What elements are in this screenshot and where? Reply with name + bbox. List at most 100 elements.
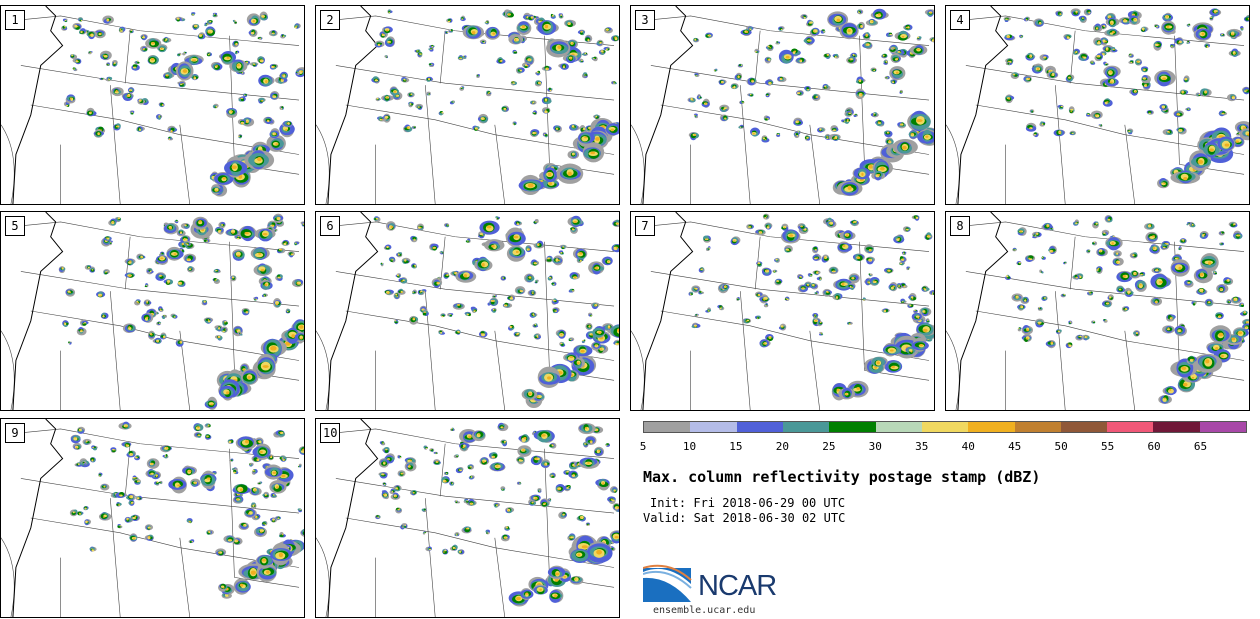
reflectivity-cell xyxy=(69,292,72,294)
reflectivity-cell xyxy=(176,17,180,20)
reflectivity-cell xyxy=(613,82,615,84)
reflectivity-cell xyxy=(814,315,816,317)
reflectivity-cell xyxy=(815,249,817,251)
reflectivity-cell xyxy=(1113,48,1116,50)
reflectivity-cell xyxy=(763,214,768,218)
reflectivity-map xyxy=(316,212,619,410)
reflectivity-cell xyxy=(1099,125,1101,127)
reflectivity-cell xyxy=(219,229,222,231)
reflectivity-cell xyxy=(381,119,383,121)
reflectivity-cell xyxy=(231,165,237,169)
reflectivity-cell xyxy=(555,258,559,262)
reflectivity-cell xyxy=(203,301,205,303)
reflectivity-cell xyxy=(847,119,849,121)
reflectivity-cell xyxy=(882,54,885,57)
reflectivity-cell xyxy=(1083,56,1087,59)
reflectivity-cell xyxy=(802,229,805,231)
reflectivity-cell xyxy=(834,129,837,131)
map-boundary xyxy=(965,65,1245,101)
reflectivity-cell xyxy=(224,321,227,323)
reflectivity-cell xyxy=(1176,112,1180,115)
reflectivity-cell xyxy=(381,263,384,265)
reflectivity-cell xyxy=(721,82,723,84)
reflectivity-cell xyxy=(1106,49,1109,51)
map-boundary xyxy=(859,241,930,381)
ensemble-member-panel: 1 xyxy=(0,5,305,205)
reflectivity-cell xyxy=(755,51,757,53)
reflectivity-cell xyxy=(262,16,265,19)
reflectivity-cell xyxy=(449,20,451,21)
map-boundary xyxy=(20,65,300,101)
reflectivity-cell xyxy=(1166,25,1170,28)
reflectivity-cell xyxy=(873,114,877,117)
reflectivity-cell xyxy=(810,275,812,277)
reflectivity-cell xyxy=(693,134,696,137)
reflectivity-cell xyxy=(581,59,583,62)
reflectivity-cell xyxy=(700,291,703,293)
reflectivity-cell xyxy=(422,312,427,316)
map-boundary xyxy=(975,104,1245,155)
reflectivity-cell xyxy=(828,222,831,224)
map-boundary xyxy=(650,271,930,307)
reflectivity-cell xyxy=(384,115,389,119)
reflectivity-cell xyxy=(512,82,516,84)
reflectivity-cell xyxy=(908,267,910,269)
reflectivity-cell xyxy=(514,51,516,53)
reflectivity-cell xyxy=(245,121,249,123)
reflectivity-cell xyxy=(441,252,444,254)
reflectivity-cell xyxy=(1231,96,1236,100)
reflectivity-cell xyxy=(162,337,165,339)
reflectivity-map xyxy=(631,6,934,204)
reflectivity-cell xyxy=(182,82,184,85)
reflectivity-cell xyxy=(89,34,92,37)
reflectivity-cell xyxy=(793,50,797,53)
reflectivity-cell xyxy=(160,257,164,260)
reflectivity-cell xyxy=(236,254,241,257)
reflectivity-cell xyxy=(544,24,549,29)
reflectivity-cell xyxy=(1155,26,1159,28)
reflectivity-cell xyxy=(849,285,852,288)
reflectivity-cell xyxy=(1221,33,1224,36)
reflectivity-cell xyxy=(1162,77,1166,81)
reflectivity-cell xyxy=(1136,60,1139,63)
reflectivity-cell xyxy=(130,29,133,31)
reflectivity-cell xyxy=(696,314,699,316)
reflectivity-cell xyxy=(391,259,393,261)
reflectivity-cell xyxy=(748,28,750,29)
reflectivity-cell xyxy=(1208,148,1215,152)
reflectivity-cell xyxy=(749,28,752,30)
reflectivity-cell xyxy=(483,118,486,120)
reflectivity-cell xyxy=(854,54,856,56)
map-boundary xyxy=(20,271,300,307)
reflectivity-cell xyxy=(693,287,696,289)
reflectivity-cell xyxy=(1241,28,1244,30)
reflectivity-cell xyxy=(777,133,780,136)
reflectivity-cell xyxy=(234,20,236,22)
reflectivity-cell xyxy=(179,83,183,86)
reflectivity-cell xyxy=(535,280,537,282)
reflectivity-cell xyxy=(239,135,242,138)
map-boundary xyxy=(955,15,1245,46)
reflectivity-cell xyxy=(843,120,846,122)
reflectivity-cell xyxy=(849,58,852,61)
reflectivity-cell xyxy=(302,223,304,225)
reflectivity-cell xyxy=(1142,69,1145,71)
reflectivity-cell xyxy=(887,270,890,272)
reflectivity-cell xyxy=(379,118,382,121)
reflectivity-cell xyxy=(917,48,920,51)
reflectivity-cell xyxy=(834,56,837,58)
reflectivity-cell xyxy=(848,112,850,114)
reflectivity-cell xyxy=(206,23,208,26)
reflectivity-cell xyxy=(273,65,275,68)
reflectivity-cell xyxy=(376,97,379,100)
member-number-label: 6 xyxy=(320,216,340,236)
reflectivity-cell xyxy=(1112,48,1115,50)
reflectivity-cell xyxy=(274,230,277,232)
map-boundary xyxy=(10,221,300,252)
reflectivity-cell xyxy=(1214,11,1217,14)
reflectivity-cell xyxy=(605,49,608,51)
reflectivity-cell xyxy=(836,388,840,392)
reflectivity-cell xyxy=(1097,40,1101,43)
reflectivity-cell xyxy=(428,78,431,80)
reflectivity-cell xyxy=(132,64,138,68)
